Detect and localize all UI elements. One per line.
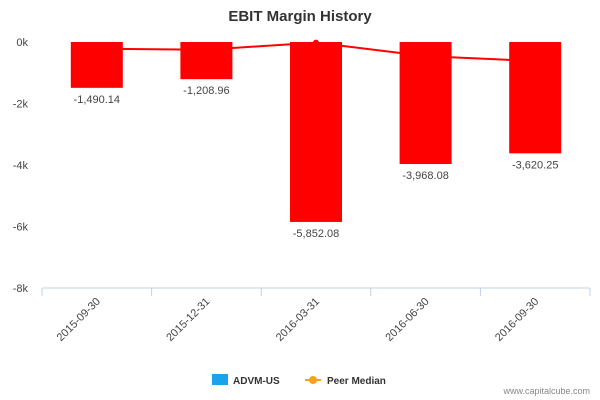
legend: ADVM-US Peer Median: [212, 374, 386, 387]
line-series-peer-median: [96, 39, 536, 63]
credit-text[interactable]: www.capitalcube.com: [502, 386, 590, 396]
legend-item-peer-median[interactable]: Peer Median: [305, 376, 386, 387]
chart-title: EBIT Margin History: [228, 8, 372, 25]
bar-series-advm-us: [70, 42, 562, 222]
data-label: -1,490.14: [74, 94, 120, 106]
x-tick-label: 2015-12-31: [164, 296, 212, 344]
x-tick-label: 2016-06-30: [383, 296, 431, 344]
y-tick-label: -2k: [13, 99, 29, 111]
peer-median-point[interactable]: [313, 39, 319, 46]
legend-marker-peer-median: [309, 376, 317, 384]
bar[interactable]: [399, 42, 452, 165]
data-label: -3,620.25: [512, 159, 558, 171]
legend-item-advm-us[interactable]: ADVM-US: [212, 374, 280, 387]
legend-label-advm-us: ADVM-US: [233, 376, 280, 387]
x-tick-label: 2016-09-30: [493, 296, 541, 344]
y-tick-label: 0k: [16, 37, 28, 49]
y-tick-label: -6k: [13, 222, 29, 234]
x-tick-label: 2016-03-31: [274, 296, 322, 344]
data-label: -1,208.96: [183, 85, 229, 97]
legend-swatch-advm-us: [212, 374, 228, 385]
data-label: -5,852.08: [293, 228, 339, 240]
y-axis: 0k -2k -4k -6k -8k: [13, 37, 29, 295]
y-tick-label: -8k: [13, 283, 29, 295]
data-labels: -1,490.14 -1,208.96 -5,852.08 -3,968.08 -3,6…: [74, 85, 559, 240]
x-axis: 2015-09-30 2015-12-31 2016-03-31 2016-06-30…: [41, 287, 591, 344]
bar[interactable]: [290, 42, 342, 222]
data-label: -3,968.08: [402, 170, 448, 182]
bar[interactable]: [509, 42, 562, 154]
legend-label-peer-median: Peer Median: [327, 376, 386, 387]
x-tick-label: 2015-09-30: [55, 296, 103, 344]
y-tick-label: -4k: [13, 160, 29, 172]
